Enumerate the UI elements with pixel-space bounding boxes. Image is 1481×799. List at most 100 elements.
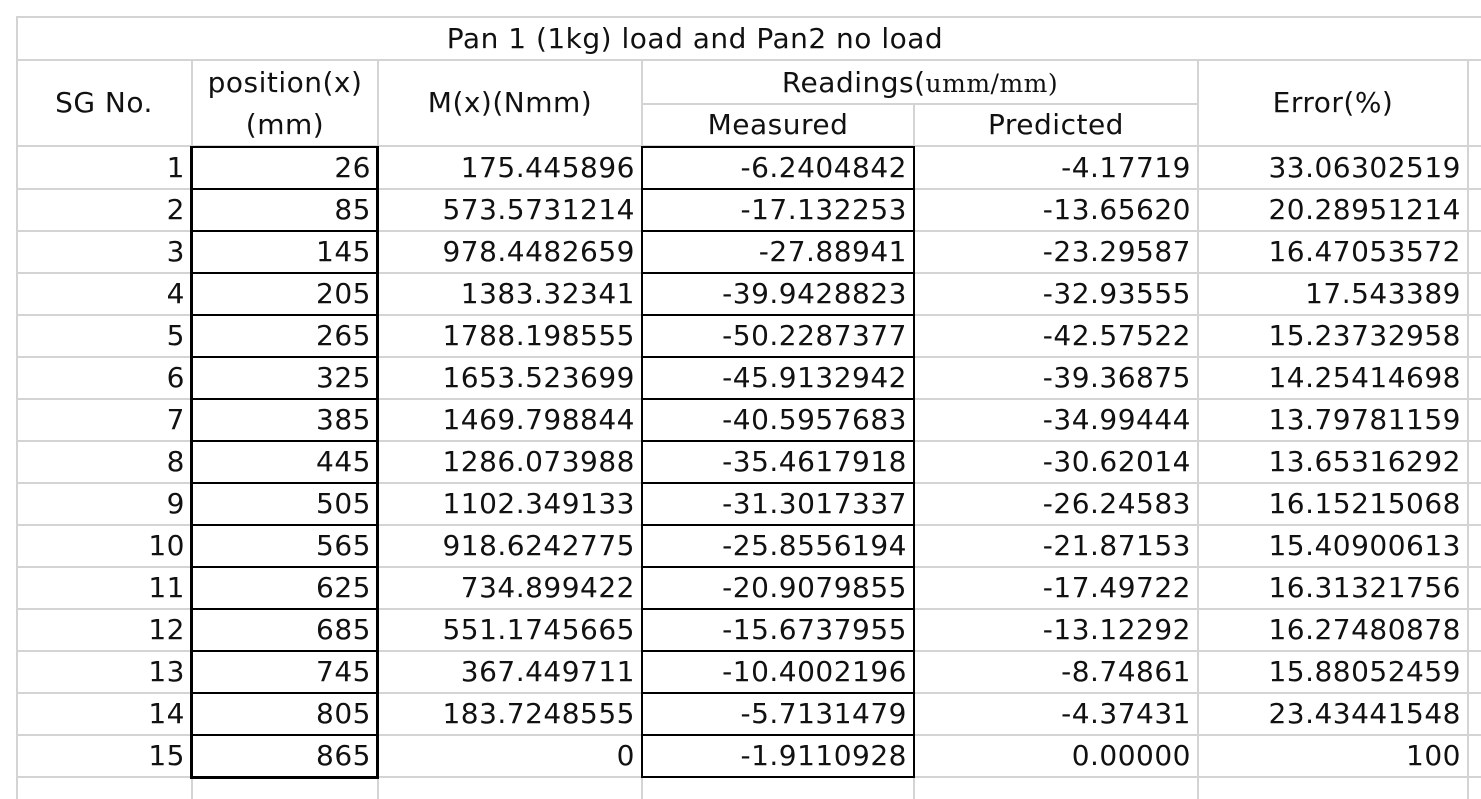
border-line [641, 230, 915, 232]
cell-measured: -5.7131479 [740, 697, 907, 730]
cell-predicted: -26.24583 [1042, 487, 1191, 520]
border-line [641, 566, 915, 568]
cell-sg-no: 5 [166, 319, 185, 352]
cell-error: 17.543389 [1305, 277, 1461, 310]
border-line [641, 776, 915, 778]
header-measured: Measured [707, 108, 849, 141]
cell-position: 505 [316, 487, 371, 520]
cell-measured: -10.4002196 [722, 655, 907, 688]
header-position-line1: position(x) [207, 66, 363, 99]
gridline-h [16, 16, 1481, 18]
border-line [190, 146, 193, 779]
cell-sg-no: 3 [166, 235, 185, 268]
border-line [641, 440, 915, 442]
cell-predicted: -32.93555 [1042, 277, 1191, 310]
cell-error: 13.79781159 [1268, 403, 1461, 436]
cell-measured: -25.8556194 [722, 529, 907, 562]
cell-moment: 918.6242775 [442, 529, 635, 562]
border-line [190, 650, 379, 652]
cell-measured: -17.132253 [740, 193, 907, 226]
header-sg-no: SG No. [55, 86, 153, 119]
cell-moment: 183.7248555 [442, 697, 635, 730]
border-line [190, 776, 379, 779]
cell-predicted: -4.37431 [1061, 697, 1191, 730]
cell-predicted: -34.99444 [1042, 403, 1191, 436]
cell-sg-no: 1 [166, 151, 185, 184]
cell-position: 745 [316, 655, 371, 688]
cell-position: 26 [334, 151, 371, 184]
border-line [190, 314, 379, 316]
cell-predicted: -39.36875 [1042, 361, 1191, 394]
cell-measured: -40.5957683 [722, 403, 907, 436]
cell-moment: 573.5731214 [442, 193, 635, 226]
cell-moment: 734.899422 [460, 571, 635, 604]
border-line [641, 146, 915, 148]
border-line [641, 188, 915, 190]
header-position: position(x) (mm) [192, 62, 378, 146]
border-line [641, 692, 915, 694]
cell-sg-no: 13 [148, 655, 185, 688]
border-line [190, 398, 379, 400]
cell-sg-no: 2 [166, 193, 185, 226]
cell-measured: -50.2287377 [722, 319, 907, 352]
border-line [641, 398, 915, 400]
cell-position: 805 [316, 697, 371, 730]
cell-position: 145 [316, 235, 371, 268]
cell-error: 16.27480878 [1268, 613, 1461, 646]
cell-position: 625 [316, 571, 371, 604]
gridline-h [642, 103, 1198, 105]
border-line [190, 566, 379, 568]
cell-sg-no: 15 [148, 739, 185, 772]
cell-error: 13.65316292 [1268, 445, 1461, 478]
cell-error: 15.40900613 [1268, 529, 1461, 562]
cell-position: 685 [316, 613, 371, 646]
border-line [190, 146, 379, 148]
gridline-v [1197, 59, 1199, 799]
border-line [190, 356, 379, 358]
cell-measured: -20.9079855 [722, 571, 907, 604]
cell-moment: 175.445896 [460, 151, 635, 184]
cell-moment: 0 [616, 739, 635, 772]
cell-moment: 1383.32341 [460, 277, 635, 310]
cell-predicted: -17.49722 [1042, 571, 1191, 604]
cell-error: 100 [1406, 739, 1461, 772]
cell-error: 14.25414698 [1268, 361, 1461, 394]
cell-measured: -1.9110928 [740, 739, 907, 772]
cell-position: 385 [316, 403, 371, 436]
cell-moment: 1102.349133 [442, 487, 635, 520]
cell-predicted: -23.29587 [1042, 235, 1191, 268]
cell-measured: -6.2404842 [740, 151, 907, 184]
border-line [641, 272, 915, 274]
cell-position: 85 [334, 193, 371, 226]
border-line [190, 734, 379, 736]
cell-measured: -15.6737955 [722, 613, 907, 646]
cell-position: 325 [316, 361, 371, 394]
header-error: Error(%) [1272, 86, 1394, 119]
header-position-line2: (mm) [245, 108, 325, 141]
cell-error: 33.06302519 [1268, 151, 1461, 184]
cell-predicted: -30.62014 [1042, 445, 1191, 478]
border-line [190, 524, 379, 526]
cell-moment: 367.449711 [460, 655, 635, 688]
border-line [190, 230, 379, 232]
border-line [190, 692, 379, 694]
border-line [190, 482, 379, 484]
cell-moment: 551.1745665 [442, 613, 635, 646]
cell-predicted: -42.57522 [1042, 319, 1191, 352]
border-line [376, 146, 379, 779]
border-line [913, 146, 915, 778]
border-line [641, 608, 915, 610]
cell-error: 16.15215068 [1268, 487, 1461, 520]
border-line [641, 314, 915, 316]
cell-measured: -45.9132942 [722, 361, 907, 394]
border-line [190, 272, 379, 274]
header-readings-prefix: Readings( [781, 66, 926, 99]
cell-moment: 1286.073988 [442, 445, 635, 478]
cell-position: 205 [316, 277, 371, 310]
border-line [641, 482, 915, 484]
cell-measured: -31.3017337 [722, 487, 907, 520]
border-line [641, 356, 915, 358]
cell-sg-no: 6 [166, 361, 185, 394]
header-moment: M(x)(Nmm) [427, 86, 593, 119]
cell-predicted: 0.00000 [1071, 739, 1191, 772]
